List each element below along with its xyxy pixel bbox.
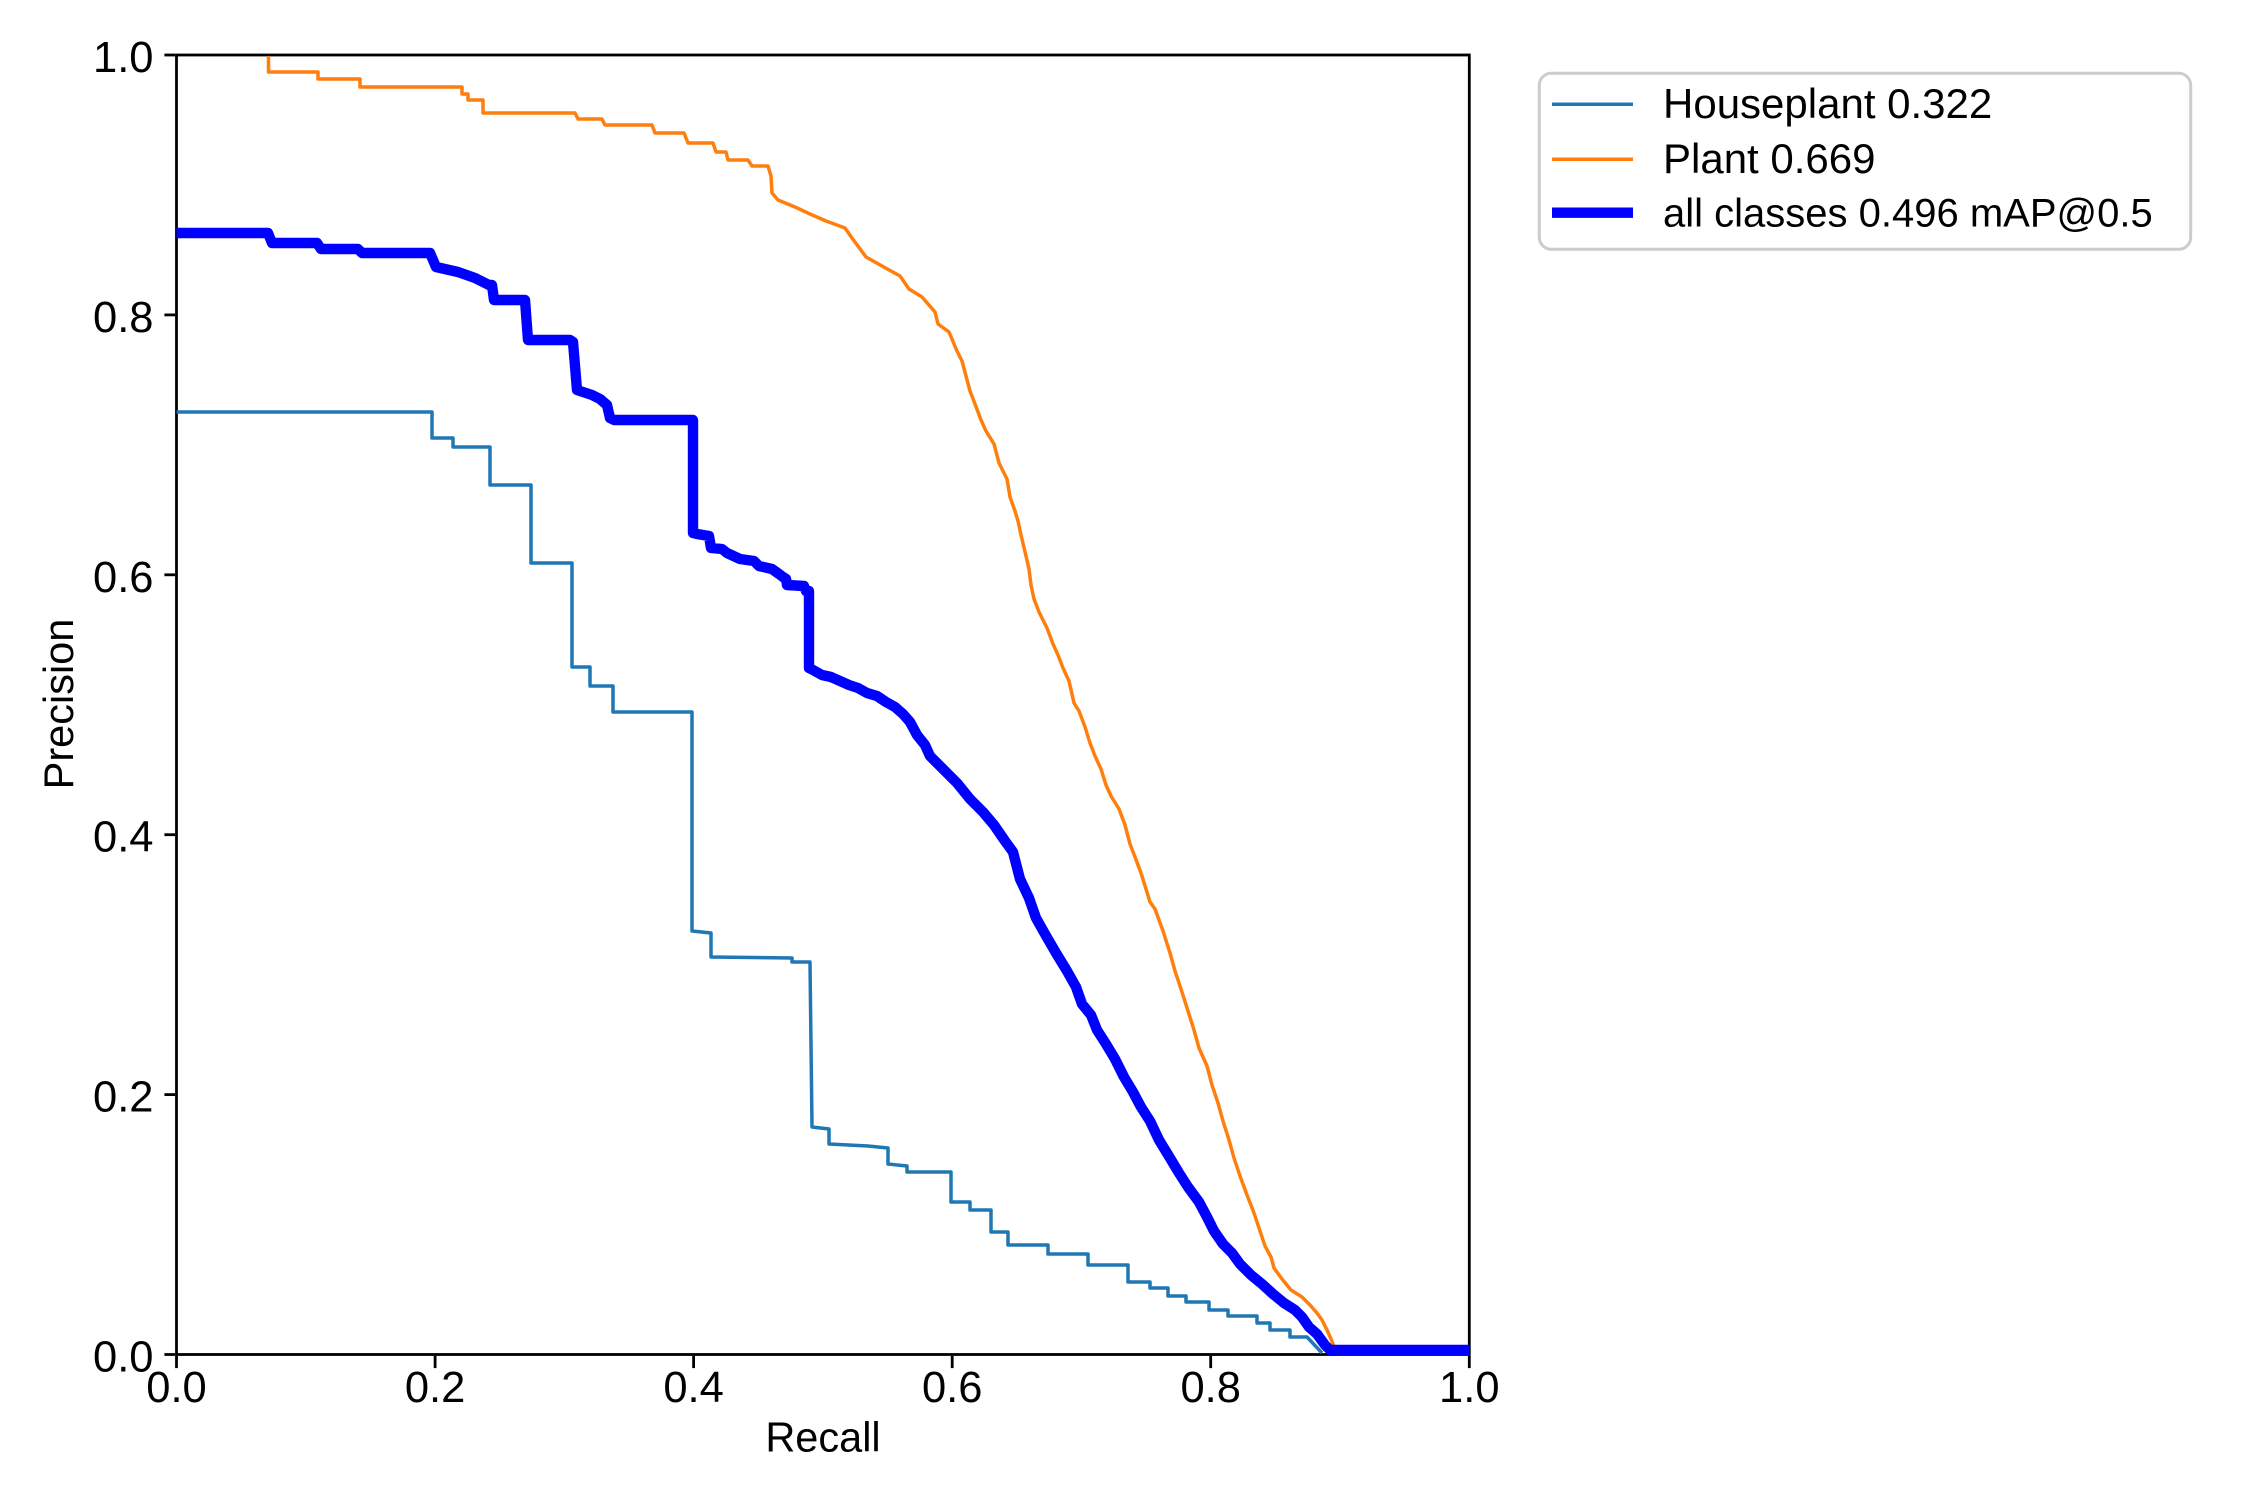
svg-text:0.4: 0.4 — [663, 1364, 723, 1412]
svg-text:0.2: 0.2 — [93, 1074, 153, 1122]
svg-text:1.0: 1.0 — [93, 34, 153, 82]
svg-text:all classes 0.496 mAP@0.5: all classes 0.496 mAP@0.5 — [1663, 192, 2153, 236]
svg-text:0.0: 0.0 — [146, 1364, 206, 1412]
svg-text:0.6: 0.6 — [93, 554, 153, 602]
svg-text:1.0: 1.0 — [1439, 1364, 1499, 1412]
svg-text:Recall: Recall — [765, 1414, 880, 1461]
svg-text:0.8: 0.8 — [1180, 1364, 1240, 1412]
svg-text:Plant 0.669: Plant 0.669 — [1663, 135, 1876, 182]
svg-text:Houseplant 0.322: Houseplant 0.322 — [1663, 80, 1992, 127]
svg-text:0.2: 0.2 — [405, 1364, 465, 1412]
svg-text:0.8: 0.8 — [93, 294, 153, 342]
svg-text:0.4: 0.4 — [93, 814, 153, 862]
svg-text:0.6: 0.6 — [922, 1364, 982, 1412]
svg-text:Precision: Precision — [35, 619, 82, 790]
svg-text:0.0: 0.0 — [93, 1334, 153, 1382]
